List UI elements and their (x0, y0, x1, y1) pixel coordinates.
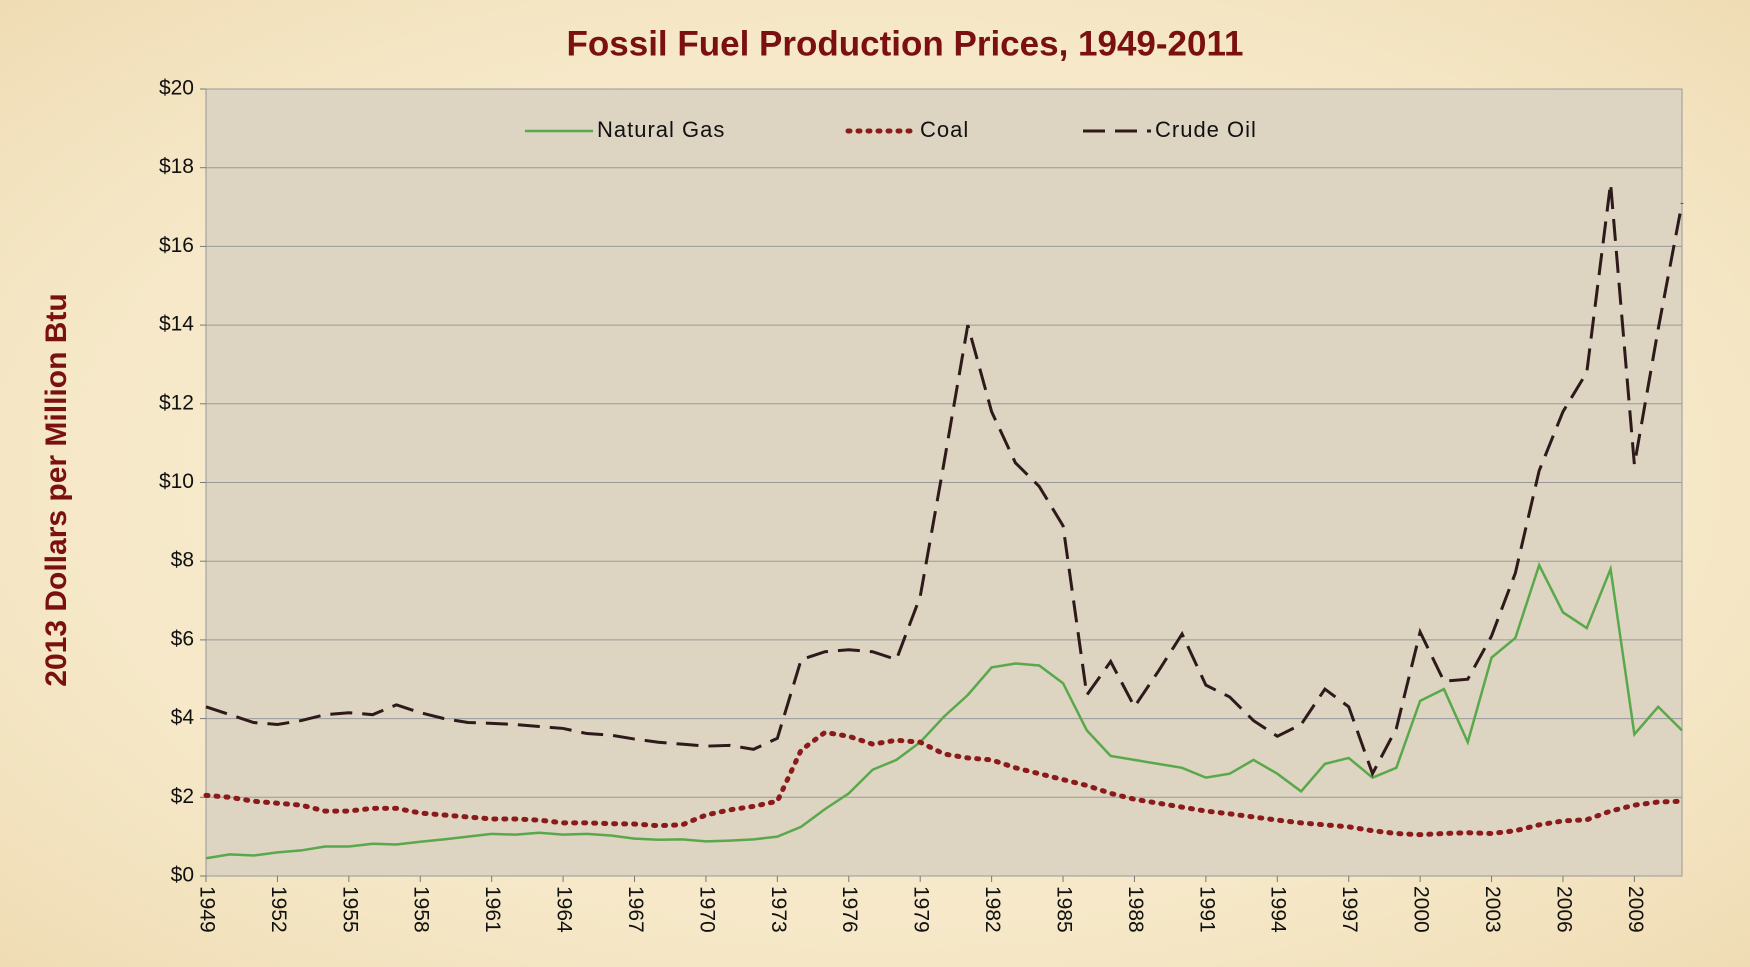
x-tick-label: 1982 (981, 886, 1004, 933)
series-line (205, 561, 1683, 860)
x-tick-label: 1973 (767, 886, 790, 933)
x-tick-label: 2009 (1624, 886, 1647, 933)
y-tick-label: $20 (159, 77, 194, 100)
y-tick-label: $6 (171, 627, 194, 650)
y-axis-label: 2013 Dollars per Million Btu (40, 293, 73, 686)
x-tick-label: 2000 (1410, 886, 1433, 933)
y-tick-label: $10 (159, 470, 194, 493)
legend-label: Coal (920, 117, 969, 142)
x-tick-label: 1997 (1338, 886, 1361, 933)
y-tick-label: $18 (159, 155, 194, 178)
legend-label: Crude Oil (1155, 117, 1257, 142)
series-line (205, 183, 1684, 778)
x-tick-label: 1976 (838, 886, 861, 933)
x-tick-label: 1985 (1052, 886, 1075, 933)
y-tick-label: $8 (171, 549, 194, 572)
y-tick-label: $2 (171, 785, 194, 808)
y-tick-label: $14 (159, 313, 194, 336)
x-tick-label: 1952 (267, 886, 290, 933)
x-tick-label: 1970 (695, 886, 718, 933)
x-tick-label: 1964 (553, 886, 576, 933)
x-tick-label: 1988 (1124, 886, 1147, 933)
x-tick-label: 1949 (195, 886, 218, 933)
y-tick-label: $16 (159, 234, 194, 257)
chart-title: Fossil Fuel Production Prices, 1949-2011 (567, 24, 1244, 63)
x-tick-label: 1991 (1195, 886, 1218, 933)
x-tick-label: 1961 (481, 886, 504, 933)
x-tick-label: 1958 (410, 886, 433, 933)
x-tick-label: 1955 (338, 886, 361, 933)
y-tick-label: $12 (159, 391, 194, 414)
series-line (203, 729, 1685, 838)
x-tick-label: 2006 (1552, 886, 1575, 933)
x-tick-label: 1967 (624, 886, 647, 933)
x-tick-label: 2003 (1481, 886, 1504, 933)
x-tick-label: 1994 (1267, 886, 1290, 933)
x-tick-label: 1979 (910, 886, 933, 933)
y-tick-label: $0 (171, 864, 194, 887)
y-tick-label: $4 (171, 706, 195, 729)
legend-label: Natural Gas (597, 117, 725, 142)
